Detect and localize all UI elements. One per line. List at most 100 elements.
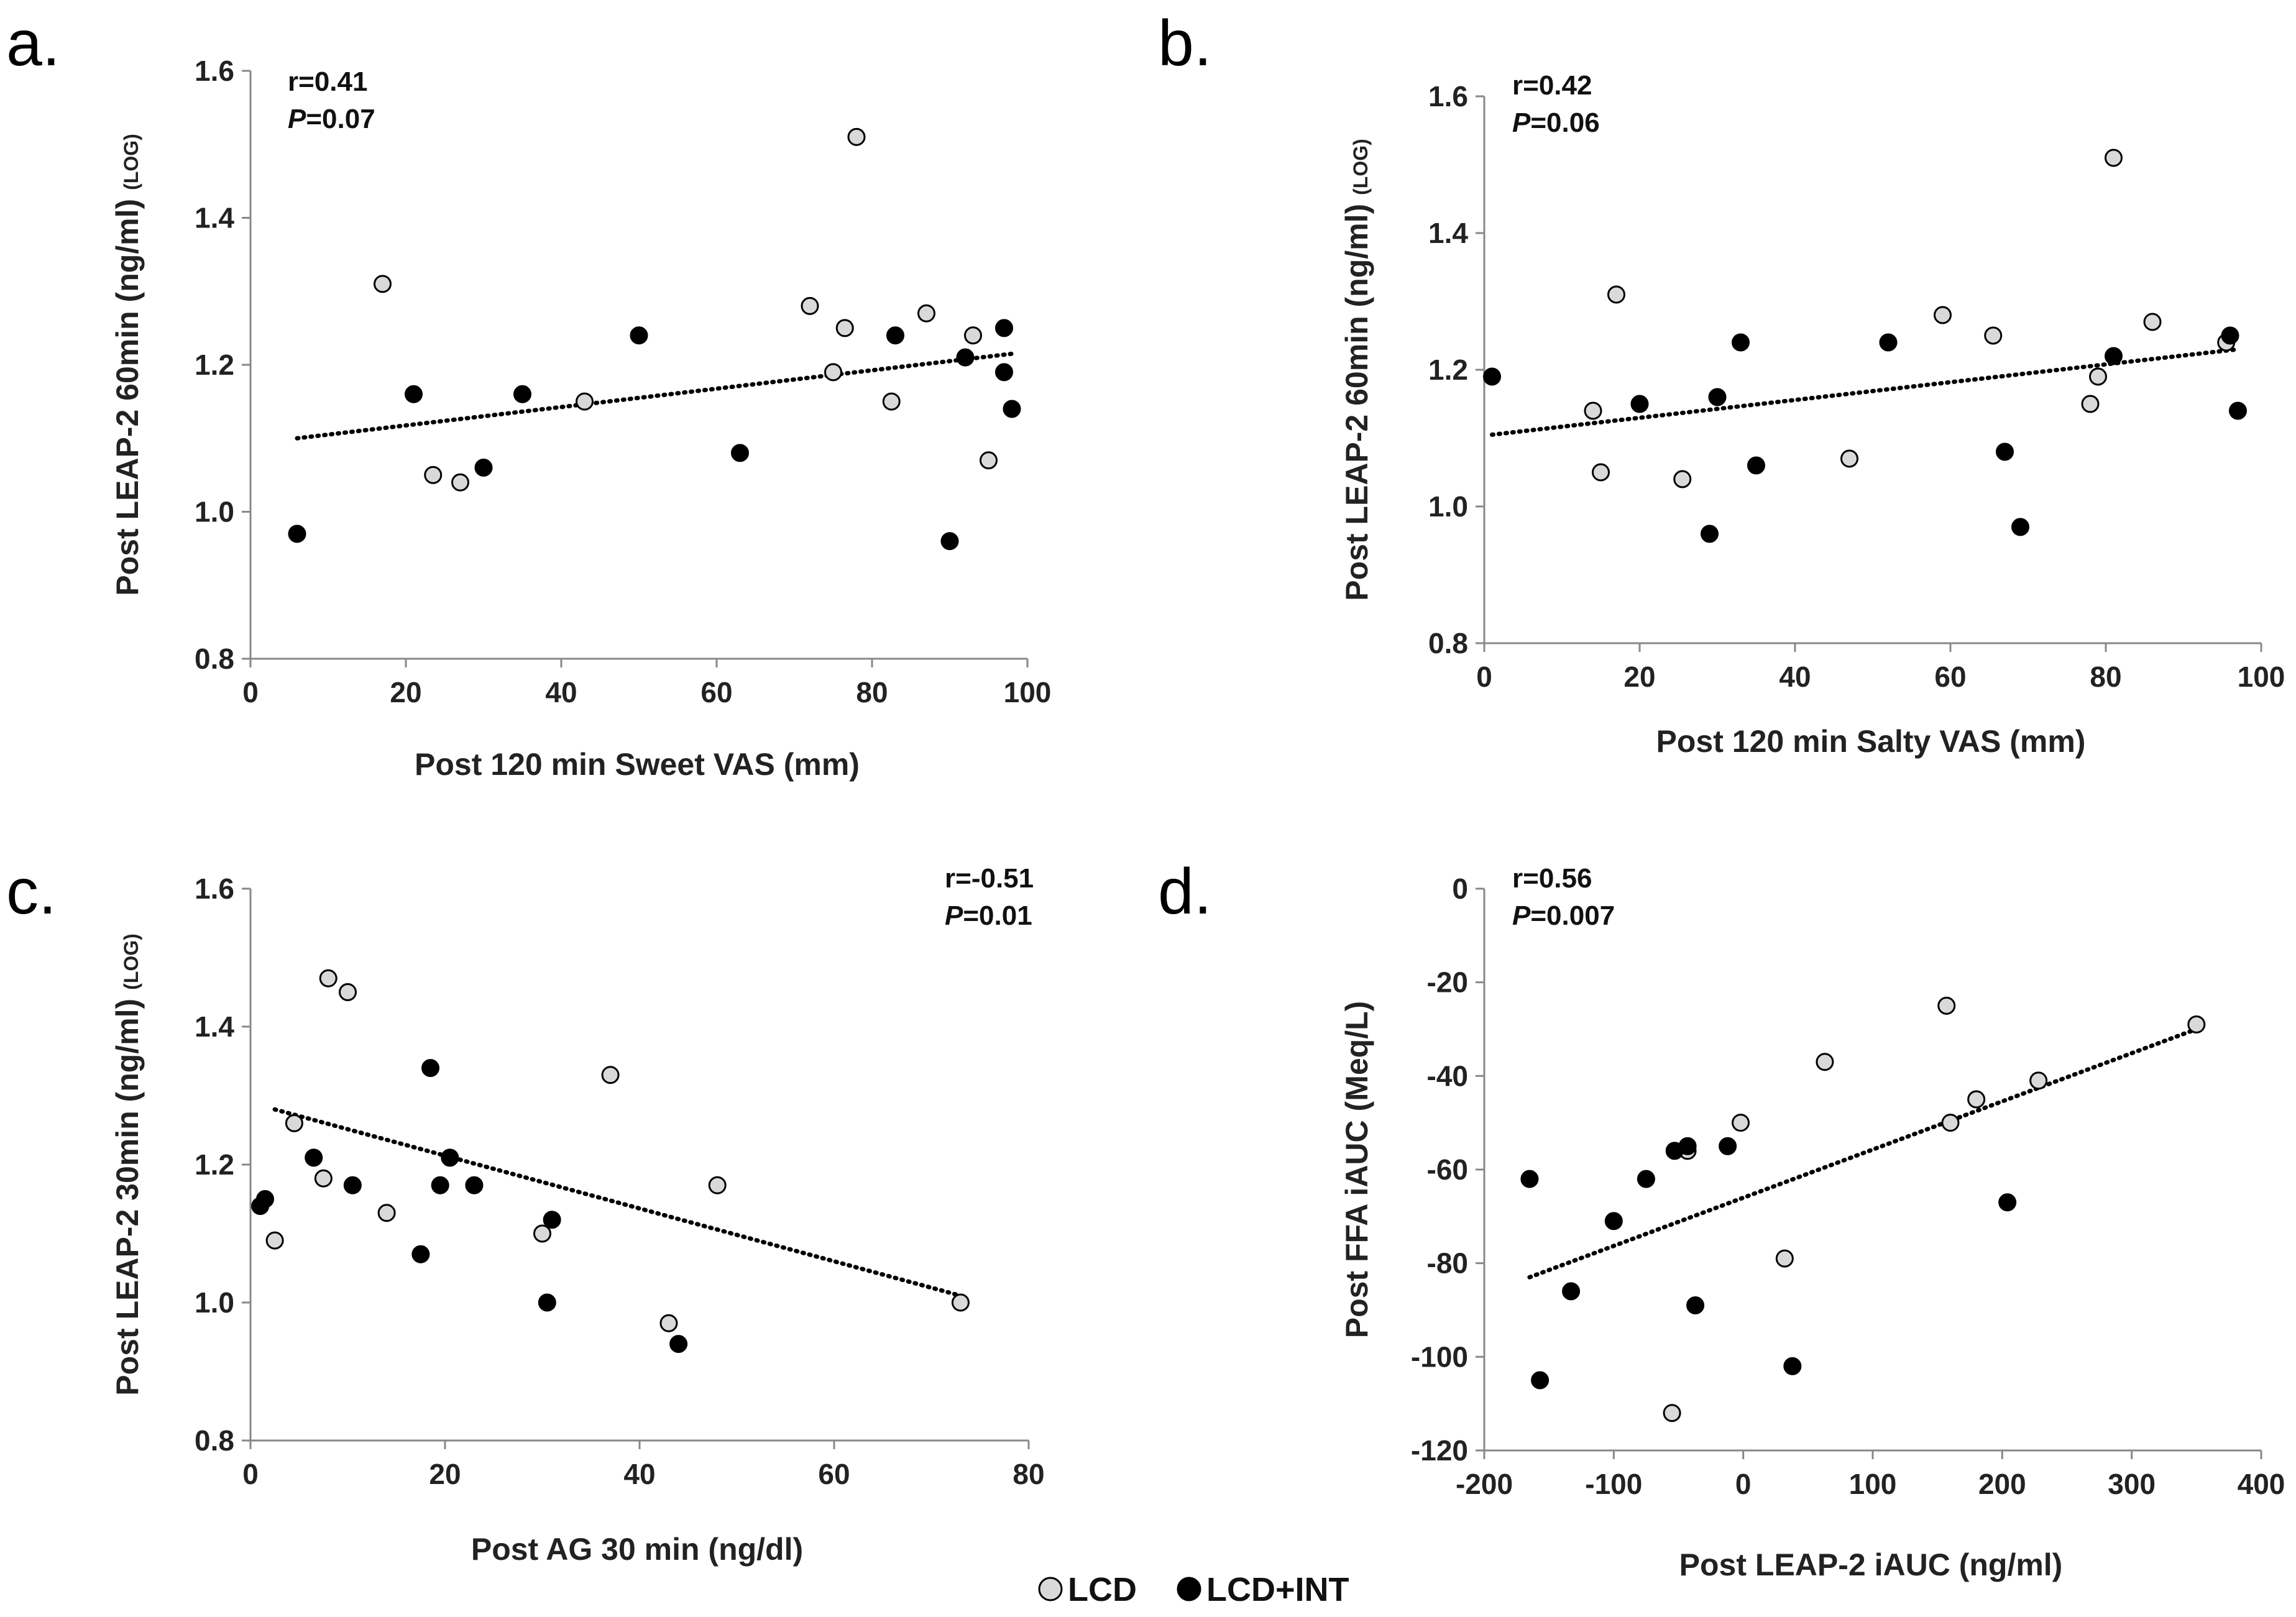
y-tick-label: 1.0 <box>1428 490 1468 523</box>
x-tick-label: 60 <box>1934 661 1966 693</box>
panel-letter: d. <box>1158 856 1212 928</box>
scatter-panel: b. 0.8 1.0 1.2 1.4 1.6 0 20 40 60 80 100 Post 120 mi… <box>1158 7 2285 759</box>
point-lcd <box>601 1066 620 1084</box>
y-axis-label-main: Post LEAP-2 30min (ng/ml) <box>110 999 145 1396</box>
x-tick-label: 40 <box>1779 661 1811 693</box>
y-tick-label: 0.8 <box>195 643 234 675</box>
p-value: =0.06 <box>1530 108 1599 138</box>
point-lcd <box>1584 401 1602 420</box>
y-tick-label: 1.2 <box>195 1148 234 1181</box>
point-lcd <box>1941 1114 1960 1132</box>
point-lcd-int <box>538 1293 556 1312</box>
scatter-panel: d.-120-100-80-60-40-200-200 -100 0 100 200 30… <box>1158 856 2285 1582</box>
legend-label-lcd-int: LCD+INT <box>1206 1571 1349 1608</box>
y-tick-label: -100 <box>1411 1340 1468 1373</box>
scatter-panel: a. 0.8 1.0 1.2 1.4 1.6 0 20 40 60 80 100 Post 120 mi… <box>6 7 1051 782</box>
point-lcd <box>1937 996 1956 1015</box>
point-lcd-int <box>1531 1371 1550 1390</box>
point-lcd-int <box>1996 442 2014 461</box>
point-lcd <box>2143 313 2162 331</box>
x-tick-label: 200 <box>1978 1468 2026 1500</box>
correlation-p: P=0.06 <box>1512 108 1600 138</box>
point-lcd <box>1934 306 1952 324</box>
point-lcd-int <box>543 1211 561 1229</box>
point-lcd <box>1673 470 1692 488</box>
y-axis-label-main: Post FFA iAUC (Meq/L) <box>1339 1001 1374 1339</box>
point-lcd-int <box>1604 1212 1623 1230</box>
x-tick-label: 0 <box>1735 1468 1752 1500</box>
panel-letter: b. <box>1158 7 1212 80</box>
point-lcd-int <box>1701 524 1719 543</box>
legend-marker-lcd-int <box>1177 1577 1201 1601</box>
y-axis-label-unit: (LOG) <box>120 134 142 190</box>
x-tick-label: 80 <box>2090 661 2121 693</box>
y-tick-label: -40 <box>1427 1060 1468 1092</box>
x-axis-label: Post LEAP-2 iAUC (ng/ml) <box>1679 1547 2063 1582</box>
point-lcd-int <box>1747 456 1765 475</box>
x-tick-label: 40 <box>623 1458 655 1490</box>
point-lcd <box>319 969 338 987</box>
point-lcd <box>847 127 866 146</box>
x-tick-label: -200 <box>1456 1468 1513 1500</box>
point-lcd <box>1967 1090 1986 1109</box>
y-axis-label-main: Post LEAP-2 60min (ng/ml) <box>110 199 145 596</box>
point-lcd <box>2187 1015 2206 1033</box>
x-tick-label: 80 <box>1013 1458 1044 1490</box>
point-lcd-int <box>1879 333 1898 352</box>
y-tick-label: 1.6 <box>195 55 234 87</box>
point-lcd-int <box>474 459 493 477</box>
point-lcd-int <box>1783 1357 1802 1375</box>
point-lcd-int <box>1708 388 1727 406</box>
point-lcd <box>708 1176 727 1194</box>
correlation-p: P=0.01 <box>945 900 1032 931</box>
trendline <box>272 1107 963 1298</box>
point-lcd <box>2081 395 2100 413</box>
y-axis-label-main: Post LEAP-2 60min (ng/ml) <box>1339 204 1374 601</box>
correlation-r: r=0.56 <box>1512 863 1592 894</box>
point-lcd-int <box>255 1190 274 1208</box>
point-lcd <box>451 473 469 492</box>
point-lcd-int <box>465 1176 484 1194</box>
x-tick-label: 0 <box>242 676 259 708</box>
point-lcd <box>1984 326 2003 345</box>
point-lcd <box>1607 285 1625 304</box>
y-tick-label: 1.2 <box>195 349 234 381</box>
point-lcd <box>424 465 443 484</box>
point-lcd <box>1840 449 1858 468</box>
p-value: =0.007 <box>1530 900 1615 931</box>
point-lcd-int <box>405 385 423 403</box>
point-lcd-int <box>2105 347 2123 365</box>
point-lcd <box>882 392 901 411</box>
point-lcd <box>2029 1071 2048 1090</box>
y-axis-label: Post LEAP-2 60min (ng/ml) (LOG) <box>1339 139 1374 601</box>
point-lcd-int <box>305 1148 323 1167</box>
p-label: P <box>288 104 306 134</box>
trendline <box>1490 347 2240 437</box>
point-lcd <box>374 275 392 293</box>
y-tick-label: 1.6 <box>195 873 234 905</box>
point-lcd <box>1663 1404 1681 1422</box>
y-tick-label: 1.2 <box>1428 354 1468 386</box>
point-lcd <box>377 1204 396 1222</box>
point-lcd-int <box>1483 367 1501 386</box>
point-lcd-int <box>1686 1296 1705 1314</box>
point-lcd <box>533 1224 551 1243</box>
point-lcd <box>964 326 982 345</box>
scatter-panel: c. 0.8 1.0 1.2 1.4 1.6 0 20 40 60 80 Post AG 30 min… <box>6 856 1045 1567</box>
trendline <box>295 351 1014 441</box>
point-lcd <box>951 1293 970 1312</box>
point-lcd <box>980 451 998 470</box>
point-lcd <box>835 319 854 337</box>
point-lcd-int <box>431 1176 449 1194</box>
p-value: =0.01 <box>963 900 1032 931</box>
x-tick-label: 40 <box>545 676 577 708</box>
x-axis-label: Post 120 min Salty VAS (mm) <box>1656 724 2086 759</box>
point-lcd-int <box>343 1176 362 1194</box>
point-lcd-int <box>2229 401 2247 420</box>
correlation-p: P=0.07 <box>288 104 375 134</box>
point-lcd-int <box>1998 1193 2017 1212</box>
y-axis-label-unit: (LOG) <box>120 933 142 990</box>
correlation-r: r=0.42 <box>1512 70 1592 101</box>
point-lcd-int <box>1003 400 1021 418</box>
x-tick-label: 60 <box>818 1458 850 1490</box>
